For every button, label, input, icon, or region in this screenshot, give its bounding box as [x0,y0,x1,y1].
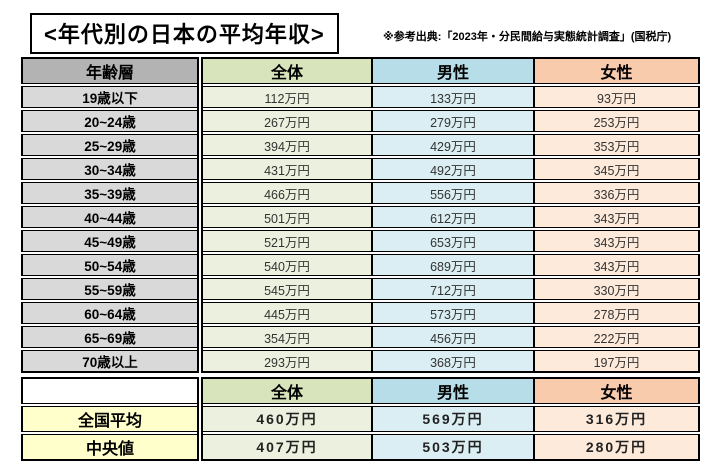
male-value: 689万円 [371,251,535,278]
age-label: 19歳以下 [21,83,203,110]
age-label: 50~54歳 [21,251,203,278]
overall-value: 293万円 [199,347,373,373]
male-value: 556万円 [371,179,535,206]
male-value: 368万円 [371,347,535,373]
overall-value: 407万円 [199,431,373,461]
male-value: 569万円 [371,403,535,434]
summary-header-empty [21,377,203,407]
table-row: 40~44歳 501万円 612万円 343万円 [21,203,700,230]
age-label: 30~34歳 [21,155,203,182]
age-label: 45~49歳 [21,227,203,254]
table-row: 55~59歳 545万円 712万円 330万円 [21,275,700,302]
male-value: 612万円 [371,203,535,230]
age-label: 35~39歳 [21,179,203,206]
age-label: 65~69歳 [21,323,203,350]
male-value: 456万円 [371,323,535,350]
header-row: 年齢層 全体 男性 女性 [21,57,700,87]
table-row: 25~29歳 394万円 429万円 353万円 [21,131,700,158]
female-value: 316万円 [533,403,700,434]
median-label: 中央値 [21,431,203,461]
male-value: 133万円 [371,83,535,110]
summary-header-overall: 全体 [199,377,373,407]
overall-value: 112万円 [199,83,373,110]
overall-value: 466万円 [199,179,373,206]
age-label: 20~24歳 [21,107,203,134]
table-row: 全国平均 460万円 569万円 316万円 [21,403,700,434]
male-value: 653万円 [371,227,535,254]
female-value: 343万円 [533,203,700,230]
female-value: 345万円 [533,155,700,182]
male-value: 492万円 [371,155,535,182]
female-value: 197万円 [533,347,700,373]
table-row: 30~34歳 431万円 492万円 345万円 [21,155,700,182]
age-label: 25~29歳 [21,131,203,158]
national-average-label: 全国平均 [21,403,203,434]
female-value: 336万円 [533,179,700,206]
male-value: 573万円 [371,299,535,326]
overall-value: 521万円 [199,227,373,254]
overall-value: 394万円 [199,131,373,158]
overall-value: 460万円 [199,403,373,434]
table-row: 中央値 407万円 503万円 280万円 [21,431,700,461]
overall-value: 267万円 [199,107,373,134]
female-value: 330万円 [533,275,700,302]
table-row: 60~64歳 445万円 573万円 278万円 [21,299,700,326]
female-value: 353万円 [533,131,700,158]
female-value: 253万円 [533,107,700,134]
age-label: 70歳以上 [21,347,203,373]
female-value: 222万円 [533,323,700,350]
header-male: 男性 [371,57,535,87]
overall-value: 540万円 [199,251,373,278]
header-overall: 全体 [199,57,373,87]
table-row: 50~54歳 540万円 689万円 343万円 [21,251,700,278]
male-value: 503万円 [371,431,535,461]
female-value: 93万円 [533,83,700,110]
page-title: <年代別の日本の平均年収> [30,13,339,54]
female-value: 280万円 [533,431,700,461]
age-label: 40~44歳 [21,203,203,230]
female-value: 343万円 [533,227,700,254]
source-note: ※参考出典:「2023年・分民間給与実態統計調査」(国税庁) [383,31,672,43]
age-label: 60~64歳 [21,299,203,326]
overall-value: 431万円 [199,155,373,182]
age-label: 55~59歳 [21,275,203,302]
table-row: 45~49歳 521万円 653万円 343万円 [21,227,700,254]
summary-header-row: 全体 男性 女性 [21,377,700,407]
male-value: 712万円 [371,275,535,302]
male-value: 429万円 [371,131,535,158]
table-row: 65~69歳 354万円 456万円 222万円 [21,323,700,350]
header-female: 女性 [533,57,700,87]
header-age-group: 年齢層 [21,57,203,87]
overall-value: 445万円 [199,299,373,326]
summary-income-table: 全体 男性 女性 全国平均 460万円 569万円 316万円 中央値 407万… [21,377,700,461]
table-row: 19歳以下 112万円 133万円 93万円 [21,83,700,110]
female-value: 343万円 [533,251,700,278]
age-income-table: 年齢層 全体 男性 女性 19歳以下 112万円 133万円 93万円 20~2… [21,57,700,373]
table-row: 70歳以上 293万円 368万円 197万円 [21,347,700,373]
overall-value: 501万円 [199,203,373,230]
male-value: 279万円 [371,107,535,134]
overall-value: 545万円 [199,275,373,302]
table-row: 20~24歳 267万円 279万円 253万円 [21,107,700,134]
summary-header-female: 女性 [533,377,700,407]
summary-header-male: 男性 [371,377,535,407]
overall-value: 354万円 [199,323,373,350]
female-value: 278万円 [533,299,700,326]
table-row: 35~39歳 466万円 556万円 336万円 [21,179,700,206]
